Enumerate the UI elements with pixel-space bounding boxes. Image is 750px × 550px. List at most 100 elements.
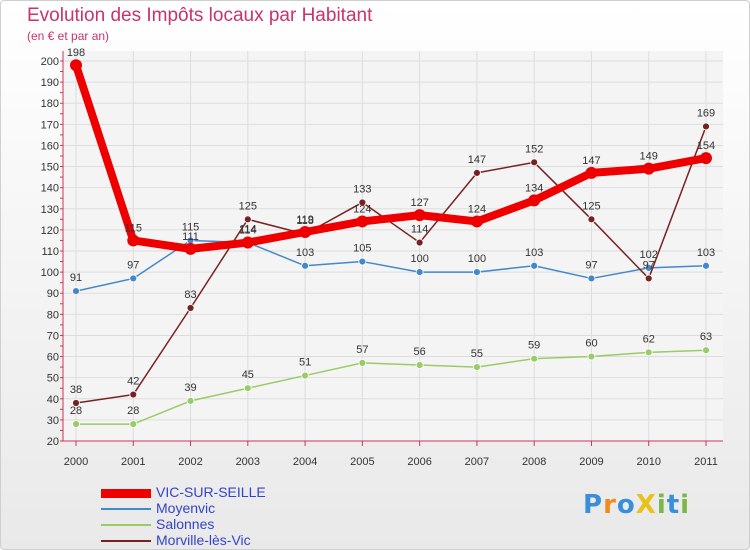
data-point: [530, 158, 539, 167]
data-point: [129, 420, 138, 429]
data-label: 102: [640, 249, 658, 261]
data-point: [358, 358, 367, 367]
data-label: 115: [182, 221, 200, 233]
logo-letter: o: [616, 490, 636, 520]
data-label: 127: [410, 197, 428, 209]
legend-swatch: [101, 540, 151, 542]
y-tick-label: 70: [47, 330, 59, 342]
data-label: 100: [468, 253, 486, 265]
data-point: [72, 287, 80, 296]
proxiti-logo: ProXiti: [583, 489, 690, 520]
y-tick-label: 150: [41, 162, 59, 174]
x-tick-label: 2010: [636, 456, 660, 468]
data-point: [415, 361, 424, 369]
y-tick-label: 170: [41, 119, 59, 131]
y-tick-label: 140: [41, 183, 59, 195]
data-label: 114: [411, 224, 429, 236]
x-tick-label: 2009: [579, 456, 603, 468]
data-point: [473, 363, 481, 372]
y-tick-label: 40: [47, 394, 59, 406]
data-point: [356, 215, 369, 228]
legend-label: Moyenvic: [156, 500, 216, 516]
data-point: [473, 168, 481, 177]
data-label: 118: [296, 215, 314, 227]
data-point: [473, 268, 481, 277]
data-point: [129, 390, 138, 399]
data-label: 103: [525, 247, 543, 259]
data-label: 57: [356, 344, 368, 356]
x-tick-label: 2008: [522, 456, 546, 468]
data-label: 133: [353, 183, 371, 195]
logo-letter: i: [656, 490, 667, 520]
data-label: 62: [643, 333, 655, 345]
x-tick-label: 2001: [121, 456, 145, 468]
legend-swatch: [101, 488, 151, 498]
data-label: 103: [697, 247, 715, 259]
data-point: [530, 354, 539, 363]
data-label: 63: [700, 331, 712, 343]
data-label: 124: [353, 203, 371, 215]
data-point: [127, 234, 140, 247]
data-label: 169: [697, 107, 715, 119]
data-label: 56: [414, 346, 426, 358]
data-label: 125: [582, 200, 600, 212]
data-point: [72, 420, 80, 429]
y-tick-label: 120: [41, 225, 59, 237]
data-point: [642, 162, 655, 175]
data-point: [702, 261, 710, 270]
x-tick-label: 2004: [293, 456, 317, 468]
data-label: 103: [296, 247, 314, 259]
data-label: 39: [184, 382, 196, 394]
data-label: 125: [239, 200, 257, 212]
y-tick-label: 50: [47, 373, 59, 385]
data-point: [358, 198, 367, 207]
legend-label: Salonnes: [156, 516, 215, 532]
data-label: 198: [67, 47, 85, 59]
data-point: [358, 257, 367, 266]
data-point: [415, 268, 424, 277]
data-label: 97: [643, 259, 655, 271]
x-tick-label: 2011: [694, 456, 718, 468]
data-point: [644, 348, 653, 357]
data-point: [413, 209, 426, 222]
x-tick-label: 2005: [350, 456, 374, 468]
series: [70, 59, 712, 429]
data-point: [243, 215, 252, 224]
data-label: 28: [127, 405, 139, 417]
data-point: [301, 261, 309, 270]
logo-letter: i: [680, 490, 691, 520]
data-point: [415, 238, 424, 247]
y-tick-label: 20: [47, 436, 59, 448]
logo-letter: t: [666, 490, 681, 520]
y-tick-label: 180: [41, 98, 59, 110]
data-point: [301, 371, 309, 380]
x-tick-label: 2007: [465, 456, 489, 468]
data-point: [587, 352, 596, 361]
data-label: 51: [299, 357, 311, 369]
data-label: 147: [468, 154, 486, 166]
data-label: 134: [525, 182, 543, 194]
data-point: [72, 399, 80, 407]
data-point: [184, 242, 197, 255]
data-label: 147: [582, 155, 600, 167]
x-tick-label: 2000: [64, 456, 88, 468]
data-label: 114: [239, 225, 257, 237]
y-tick-label: 200: [41, 56, 59, 68]
y-tick-label: 30: [47, 415, 59, 427]
series-line: [75, 125, 707, 404]
y-tick-label: 160: [41, 140, 59, 152]
y-tick-label: 60: [47, 352, 59, 364]
data-point: [587, 215, 596, 224]
chart-title: Evolution des Impôts locaux par Habitant: [27, 5, 373, 26]
y-tick-label: 130: [41, 204, 59, 216]
data-label: 111: [182, 231, 199, 243]
y-tick-label: 190: [41, 77, 59, 89]
data-label: 152: [525, 143, 543, 155]
data-label: 42: [127, 376, 139, 388]
data-label: 114: [239, 224, 257, 236]
data-label: 105: [353, 243, 371, 255]
chart-subtitle: (en € et par an): [27, 29, 110, 43]
